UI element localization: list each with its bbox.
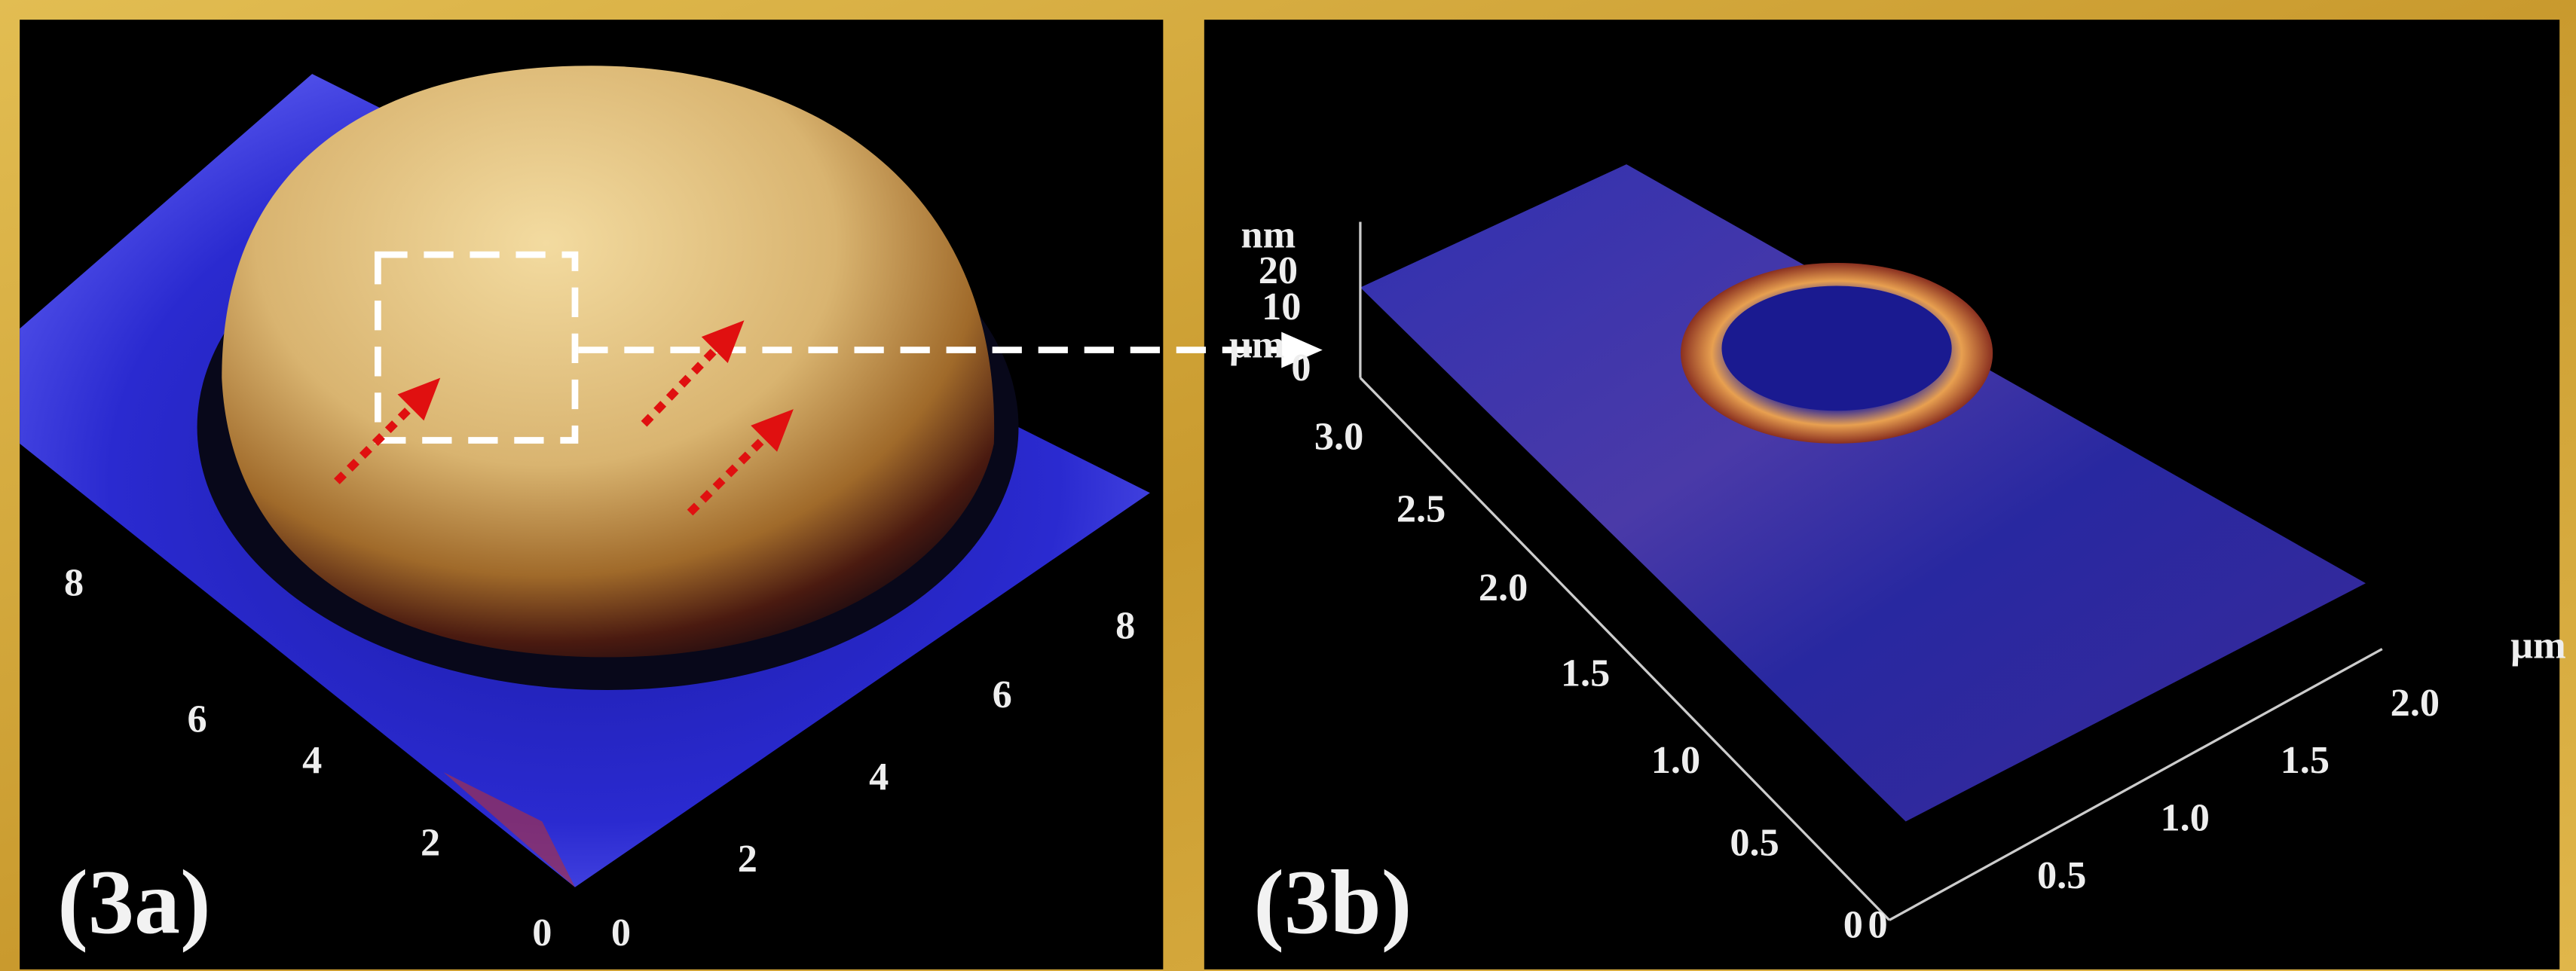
axis-tick: 2.0 (2391, 681, 2440, 725)
axis-tick: 0 (532, 911, 552, 954)
panel-label: (3b) (1253, 851, 1412, 953)
axis-tick: 0 (1291, 346, 1311, 389)
axis-tick: 4 (869, 755, 889, 798)
axis-tick: 0 (1843, 902, 1863, 946)
axis-tick: 1.5 (2281, 738, 2330, 782)
axis-tick: 0.5 (1730, 820, 1779, 864)
axis-tick: 4 (302, 738, 322, 782)
axis-tick: 0 (1868, 902, 1887, 946)
axis-tick: 2 (421, 820, 440, 864)
panel-label: (3a) (57, 851, 210, 953)
figure: (3a)(3b)8642002468nm20100µm3.02.52.01.51… (0, 0, 2576, 971)
axis-tick: 3.0 (1314, 415, 1363, 459)
axis-tick: 0 (611, 911, 631, 954)
axis-tick: 1.0 (2160, 796, 2209, 840)
axis-tick: 1.0 (1651, 738, 1700, 782)
axis-unit: µm (1229, 322, 1285, 366)
axis-tick: 8 (64, 561, 84, 605)
axis-tick: 8 (1115, 603, 1135, 647)
axis-tick: 1.5 (1561, 652, 1610, 695)
axis-tick: 2 (738, 837, 757, 881)
axis-tick: 2.5 (1397, 487, 1446, 530)
axis-tick: 6 (993, 673, 1012, 716)
crater-floor (1721, 286, 1951, 411)
axis-tick: 6 (187, 698, 207, 741)
axis-tick: 0.5 (2037, 853, 2086, 897)
axis-tick: 2.0 (1479, 566, 1528, 609)
axis-unit: µm (2510, 624, 2566, 667)
